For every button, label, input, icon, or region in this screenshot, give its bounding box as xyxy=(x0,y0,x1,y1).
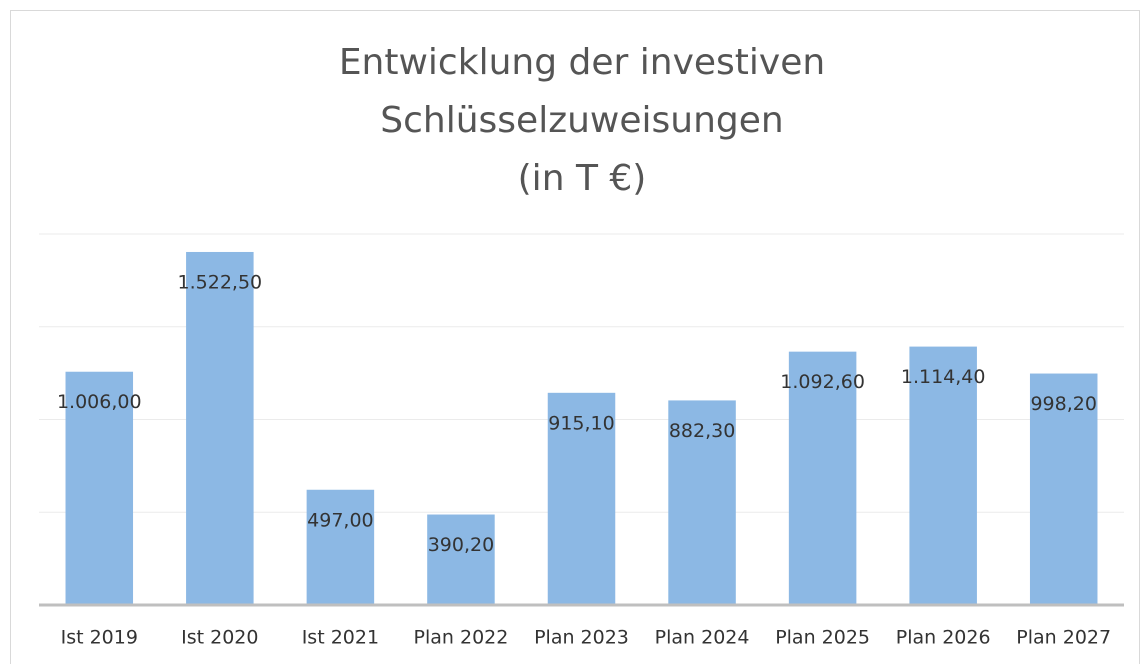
bar xyxy=(186,251,254,605)
chart-title: (in T €) xyxy=(518,158,647,199)
data-label: 1.522,50 xyxy=(178,271,263,293)
chart-title: Schlüsselzuweisungen xyxy=(380,100,783,141)
x-tick-label: Ist 2021 xyxy=(302,627,379,649)
x-tick-label: Ist 2020 xyxy=(181,627,258,649)
chart-title: Entwicklung der investiven xyxy=(339,42,825,83)
bar xyxy=(788,351,857,605)
x-tick-label: Ist 2019 xyxy=(61,627,138,649)
data-label: 1.114,40 xyxy=(901,366,986,388)
bar xyxy=(306,489,375,605)
bar xyxy=(427,514,495,605)
data-label: 915,10 xyxy=(548,412,614,434)
data-label: 882,30 xyxy=(669,420,735,442)
bar xyxy=(547,392,616,605)
data-label: 1.006,00 xyxy=(57,391,142,413)
x-tick-label: Plan 2022 xyxy=(414,627,509,649)
data-label: 390,20 xyxy=(428,534,494,556)
x-tick-label: Plan 2024 xyxy=(655,627,750,649)
bar xyxy=(1029,373,1098,605)
data-label: 1.092,60 xyxy=(780,371,865,393)
x-tick-label: Plan 2023 xyxy=(534,627,629,649)
bar xyxy=(909,346,977,605)
bar xyxy=(65,371,134,605)
x-tick-label: Plan 2027 xyxy=(1016,627,1111,649)
bar xyxy=(668,400,736,605)
x-tick-label: Plan 2025 xyxy=(775,627,870,649)
x-tick-label: Plan 2026 xyxy=(896,627,991,649)
data-label: 497,00 xyxy=(307,509,373,531)
data-label: 998,20 xyxy=(1030,393,1096,415)
